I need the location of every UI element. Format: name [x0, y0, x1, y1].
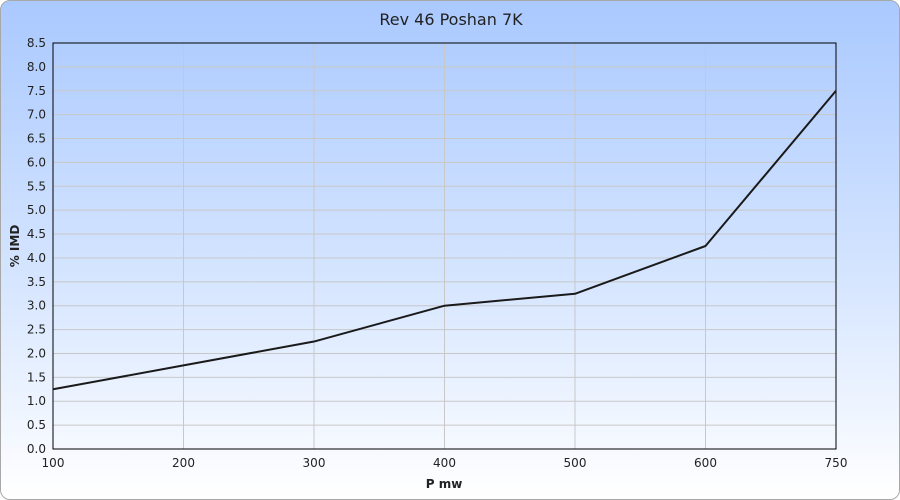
- y-tick-label: 1.0: [27, 394, 46, 408]
- plot-area-border: [52, 42, 837, 450]
- x-axis-label: P mw: [426, 477, 463, 491]
- y-tick-label: 3.0: [27, 299, 46, 313]
- x-tick-label: 600: [694, 456, 717, 470]
- y-tick-label: 2.0: [27, 346, 46, 360]
- chart-title: Rev 46 Poshan 7K: [379, 10, 523, 29]
- grid-layer: [53, 43, 836, 449]
- y-tick-label: 0.5: [27, 418, 46, 432]
- x-tick-label: 400: [433, 456, 456, 470]
- y-tick-label: 6.5: [27, 132, 46, 146]
- series-line: [52, 90, 837, 391]
- y-tick-label: 8.5: [27, 36, 46, 50]
- y-tick-label: 4.0: [27, 251, 46, 265]
- y-tick-label: 1.5: [27, 370, 46, 384]
- y-tick-label: 6.0: [27, 155, 46, 169]
- y-tick-label: 3.5: [27, 275, 46, 289]
- y-tick-label: 7.5: [27, 84, 46, 98]
- x-tick-label: 200: [172, 456, 195, 470]
- y-tick-label: 5.0: [27, 203, 46, 217]
- x-tick-label: 750: [825, 456, 848, 470]
- y-tick-label: 0.0: [27, 442, 46, 456]
- x-tick-label: 300: [303, 456, 326, 470]
- series-layer: [52, 90, 837, 391]
- y-tick-label: 8.0: [27, 60, 46, 74]
- y-tick-label: 2.5: [27, 323, 46, 337]
- y-tick-labels: 0.0 0.5 1.0 1.5 2.0 2.5 3.0 3.5 4.0 4.5 5.0 5.5 6.0 6…: [27, 36, 46, 456]
- x-tick-labels: 100 200 300 400 500 600 750: [42, 456, 848, 470]
- x-tick-label: 100: [42, 456, 65, 470]
- x-tick-label: 500: [564, 456, 587, 470]
- y-tick-label: 4.5: [27, 227, 46, 241]
- y-tick-label: 7.0: [27, 108, 46, 122]
- y-axis-label: % IMD: [8, 225, 22, 268]
- y-tick-label: 5.5: [27, 179, 46, 193]
